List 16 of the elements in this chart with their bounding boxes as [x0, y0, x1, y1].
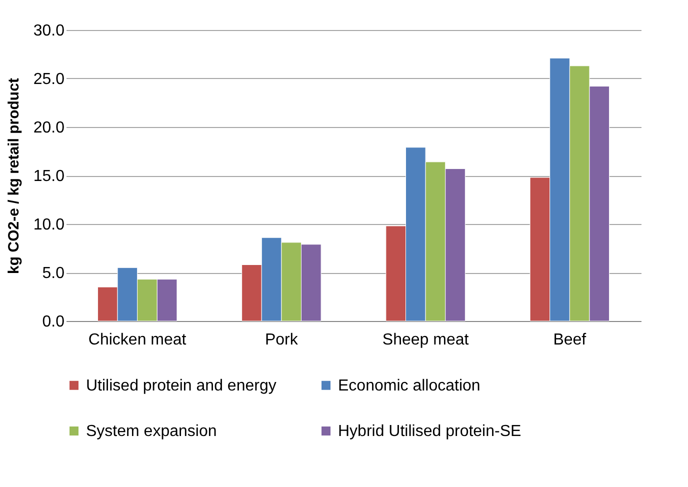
- legend-label: Economic allocation: [338, 377, 480, 394]
- x-tick-label: Beef: [553, 332, 587, 348]
- legend-label: Hybrid Utilised protein-SE: [338, 423, 522, 440]
- x-tick-label: Chicken meat: [88, 332, 187, 348]
- y-tick-label: 25.0: [33, 71, 65, 88]
- y-tick-label: 5.0: [42, 265, 65, 282]
- legend-label: Utilised protein and energy: [86, 377, 276, 394]
- y-tick-label: 20.0: [33, 120, 65, 136]
- y-tick-label: 10.0: [33, 216, 65, 234]
- x-tick-label: Pork: [264, 332, 299, 348]
- legend-label: System expansion: [86, 423, 217, 440]
- y-tick-label: 30.0: [33, 22, 65, 40]
- y-tick-label: 15.0: [33, 168, 65, 185]
- y-tick-label: 0.0: [42, 314, 65, 330]
- x-tick-label: Sheep meat: [382, 332, 470, 348]
- y-axis-title: kg CO2-e / kg retail product: [5, 78, 22, 274]
